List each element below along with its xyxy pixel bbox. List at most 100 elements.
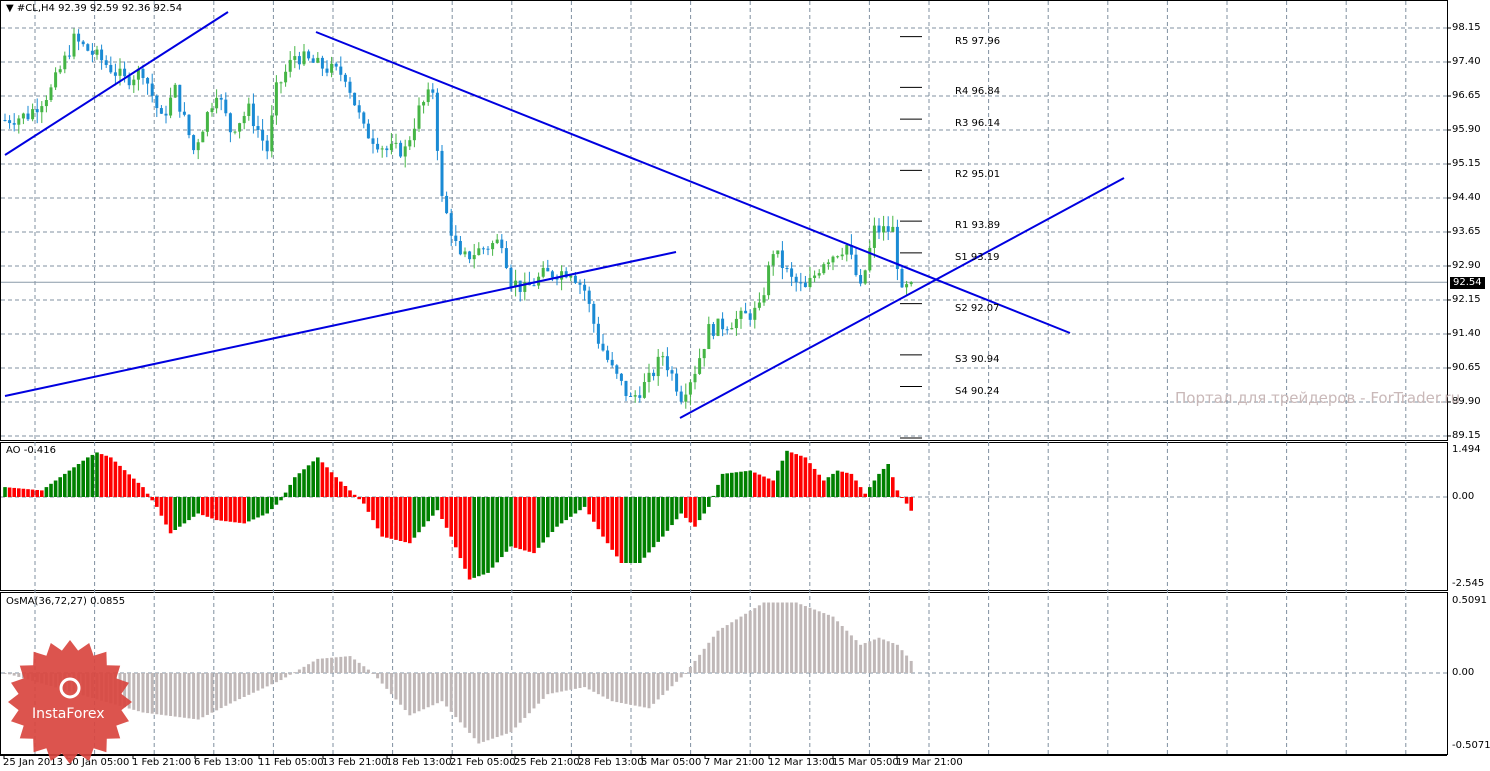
- osma-bar: [486, 673, 490, 741]
- bear-candle: [877, 225, 881, 233]
- bear-candle: [182, 111, 186, 115]
- bull-candle: [560, 271, 564, 280]
- ao-bar: [619, 497, 624, 563]
- ao-bar: [182, 497, 187, 524]
- time-axis-label: 25 Jan 2013: [3, 757, 63, 768]
- price-axis-label: 89.15: [1452, 429, 1481, 441]
- ao-bar: [661, 497, 665, 537]
- ao-bar: [256, 497, 260, 518]
- ao-bar: [532, 497, 536, 554]
- bull-candle: [279, 82, 283, 84]
- bear-candle: [532, 285, 536, 287]
- pivot-label: R5 97.96: [955, 35, 1001, 47]
- ao-bar: [210, 497, 214, 519]
- bear-candle: [606, 350, 610, 360]
- bear-candle: [109, 64, 113, 73]
- bull-candle: [21, 113, 25, 119]
- bear-candle: [348, 81, 352, 93]
- ao-bar: [219, 497, 223, 521]
- bull-candle: [684, 394, 688, 402]
- bull-candle: [905, 284, 909, 288]
- bear-candle: [803, 282, 807, 288]
- bull-candle: [730, 328, 734, 330]
- osma-bar: [201, 673, 205, 718]
- osma-bar: [348, 656, 352, 673]
- ao-bar: [237, 497, 242, 523]
- bull-candle: [661, 356, 665, 358]
- osma-bar: [17, 673, 21, 677]
- ao-bar: [504, 497, 509, 552]
- bear-candle: [799, 282, 803, 284]
- osma-bar: [863, 643, 867, 673]
- ao-bar: [546, 497, 550, 538]
- osma-bar: [458, 673, 462, 723]
- ao-bar: [785, 450, 789, 497]
- bull-candle: [95, 49, 99, 55]
- ao-bar: [555, 497, 559, 527]
- ao-bar: [164, 497, 168, 525]
- bear-candle: [81, 41, 85, 45]
- osma-bar: [523, 673, 527, 718]
- ao-bar: [159, 497, 164, 516]
- osma-bar: [274, 673, 278, 683]
- ao-bar: [679, 497, 683, 514]
- chart-header: ▼ #CL,H4 92.39 92.59 92.36 92.54: [6, 3, 182, 15]
- bull-candle: [215, 97, 219, 109]
- time-axis-label: 7 Mar 21:00: [704, 757, 765, 768]
- osma-bar: [886, 641, 890, 673]
- osma-bar: [366, 669, 370, 673]
- ao-bar: [136, 482, 141, 497]
- ao-bar: [385, 497, 389, 538]
- osma-bar: [578, 673, 582, 688]
- time-axis-label: 21 Feb 05:00: [450, 757, 516, 768]
- ao-bar: [49, 483, 53, 497]
- osma-bar: [504, 673, 508, 734]
- bull-candle: [767, 265, 771, 296]
- bear-candle: [35, 109, 39, 113]
- osma-bar: [665, 673, 669, 691]
- bear-candle: [573, 275, 577, 283]
- bear-candle: [500, 239, 504, 249]
- bear-candle: [587, 290, 591, 304]
- osma-bar: [725, 625, 729, 673]
- ao-bar: [831, 473, 835, 497]
- bear-candle: [90, 50, 94, 55]
- bear-candle: [164, 113, 168, 116]
- ao-bar: [500, 497, 504, 558]
- bull-candle: [569, 275, 573, 278]
- ao-bar: [854, 480, 858, 497]
- bull-candle: [408, 140, 412, 147]
- instaforex-logo: [8, 640, 132, 764]
- ao-bar: [895, 490, 900, 497]
- osma-bar: [642, 673, 646, 708]
- osma-bar: [136, 673, 140, 712]
- ao-bar: [205, 497, 210, 517]
- ao-bar: [458, 497, 463, 559]
- ao-bar: [799, 455, 803, 497]
- price-axis-label: 98.15: [1452, 22, 1481, 33]
- osma-bar: [619, 673, 623, 703]
- bear-candle: [141, 68, 145, 78]
- pivot-label: S1 93.19: [955, 251, 1000, 263]
- ao-bar: [224, 497, 228, 522]
- dropdown-triangle-icon[interactable]: ▼: [6, 3, 14, 14]
- ao-bar: [421, 497, 426, 527]
- ao-bar: [72, 467, 76, 497]
- ao-bar: [325, 467, 329, 497]
- bull-candle: [882, 226, 886, 233]
- bull-candle: [426, 89, 430, 103]
- pivot-label: R4 96.84: [955, 86, 1001, 98]
- price-axis-label: 96.65: [1452, 89, 1481, 101]
- ao-bar: [366, 497, 371, 512]
- bear-candle: [12, 123, 16, 125]
- ao-bar: [95, 452, 99, 497]
- osma-bar: [573, 673, 577, 689]
- ao-title: AO -0.416: [6, 445, 56, 456]
- ao-bar: [518, 497, 522, 550]
- bull-candle: [417, 105, 421, 129]
- ao-bar: [348, 490, 352, 497]
- osma-bar: [684, 673, 688, 674]
- osma-bar: [541, 673, 545, 699]
